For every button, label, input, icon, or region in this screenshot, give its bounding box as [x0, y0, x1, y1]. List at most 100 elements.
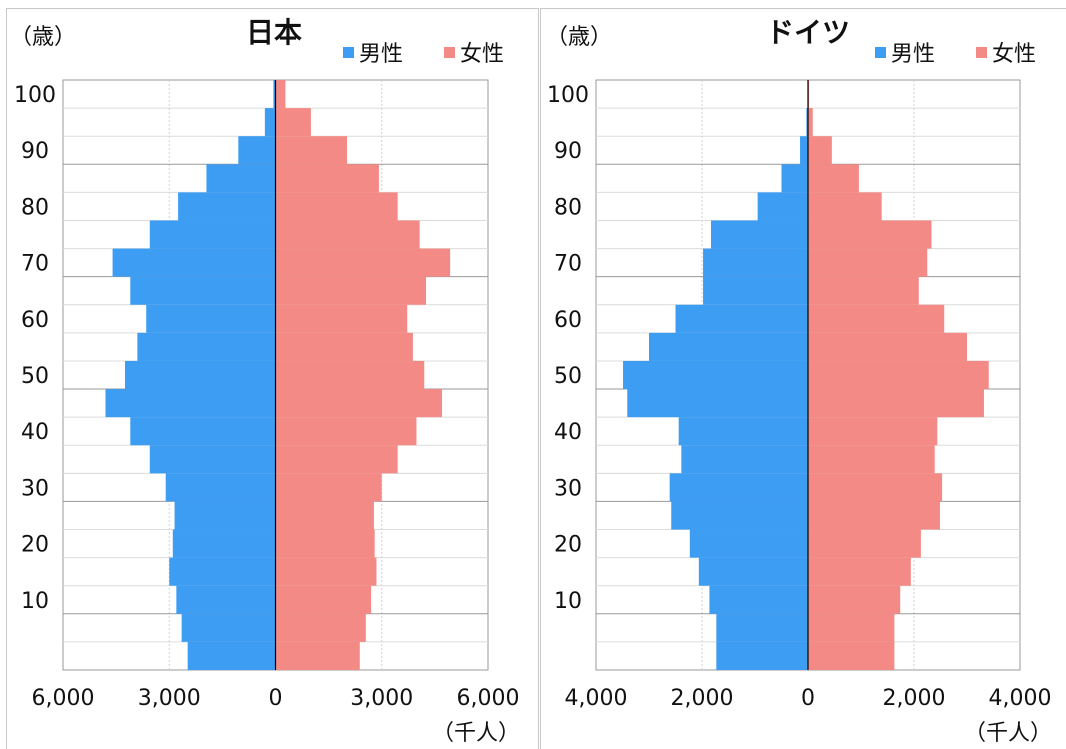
japan-panel-frame [6, 8, 539, 749]
japan-age-tick-label: 80 [21, 195, 49, 220]
germany-x-unit-label: （千人） [964, 721, 1052, 746]
japan-male-bar-80-84 [178, 192, 276, 221]
germany-female-bar-60-64 [808, 304, 945, 333]
japan-female-bar-65-69 [275, 276, 427, 305]
japan-age-tick-label: 40 [21, 420, 49, 445]
germany-age-tick-label: 20 [554, 533, 582, 558]
germany-age-tick-label: 100 [547, 83, 589, 108]
japan-age-tick-label: 70 [21, 252, 49, 277]
germany-pyramid-plot: 10 20 30 40 50 60 70 80 90 100 4,000 2,000 0 2,000 4,0… [547, 79, 1051, 711]
germany-female-bar-55-59 [808, 332, 967, 361]
japan-female-bar-50-54 [275, 360, 425, 390]
japan-legend-female-label: 女性 [460, 42, 504, 67]
japan-age-tick-label: 30 [21, 476, 49, 501]
germany-male-bar-60-64 [675, 304, 808, 333]
germany-legend-female-swatch [976, 47, 987, 58]
germany-female-bar-40-44 [808, 417, 938, 446]
germany-male-bar-40-44 [678, 417, 808, 446]
germany-x-tick-label: 4,000 [565, 686, 628, 711]
germany-female-bar-0-4 [808, 641, 895, 670]
germany-male-bar-65-69 [703, 276, 808, 305]
japan-x-unit-label: （千人） [432, 721, 520, 746]
germany-male-bar-75-79 [711, 220, 808, 249]
japan-female-bar-90-94 [275, 136, 348, 165]
japan-female-bar-100+ [275, 80, 286, 109]
japan-male-bar-70-74 [112, 248, 276, 277]
japan-age-unit-label: （歳） [10, 25, 76, 50]
japan-age-tick-label: 100 [14, 83, 56, 108]
germany-male-bar-45-49 [627, 389, 808, 418]
japan-male-bar-55-59 [137, 332, 276, 361]
japan-male-bar-15-19 [169, 557, 276, 586]
germany-age-tick-label: 40 [554, 420, 582, 445]
japan-x-tick-label: 0 [269, 686, 283, 711]
germany-age-tick-label: 10 [554, 589, 582, 614]
germany-age-tick-label: 60 [554, 308, 582, 333]
japan-female-bar-85-89 [275, 164, 379, 193]
germany-male-bar-30-34 [669, 473, 808, 502]
japan-female-bar-55-59 [275, 332, 413, 361]
germany-male-bar-10-14 [709, 585, 808, 614]
germany-female-bar-15-19 [808, 557, 911, 586]
japan-female-bar-70-74 [275, 248, 451, 277]
germany-legend-male-label: 男性 [891, 42, 935, 67]
japan-female-bar-25-29 [275, 501, 374, 530]
germany-panel-frame [540, 8, 1066, 749]
japan-male-bar-95-99 [264, 108, 276, 137]
germany-female-bar-65-69 [808, 276, 919, 305]
japan-female-bar-10-14 [275, 585, 372, 614]
germany-male-bar-55-59 [649, 332, 808, 361]
germany-legend-female-label: 女性 [992, 42, 1036, 67]
germany-female-bar-45-49 [808, 389, 984, 418]
germany-female-bar-75-79 [808, 220, 932, 249]
germany-age-tick-label: 30 [554, 476, 582, 501]
germany-female-bar-20-24 [808, 529, 921, 558]
germany-female-bar-35-39 [808, 445, 935, 474]
germany-x-tick-label: 2,000 [883, 686, 946, 711]
japan-female-bar-5-9 [275, 613, 366, 642]
japan-female-bar-0-4 [275, 641, 360, 670]
germany-age-tick-label: 70 [554, 252, 582, 277]
japan-male-bar-65-69 [130, 276, 276, 305]
japan-chart-title: 日本 [246, 16, 302, 49]
japan-female-bar-45-49 [275, 389, 442, 418]
germany-male-bar-70-74 [703, 248, 808, 277]
germany-male-bar-35-39 [681, 445, 808, 474]
germany-female-bar-10-14 [808, 585, 901, 614]
germany-x-tick-label: 0 [801, 686, 815, 711]
japan-male-bar-50-54 [124, 360, 276, 390]
germany-x-tick-label: 2,000 [671, 686, 734, 711]
germany-male-bar-5-9 [716, 613, 808, 642]
japan-male-bar-40-44 [130, 417, 276, 446]
japan-male-bar-85-89 [206, 164, 276, 193]
germany-male-bar-85-89 [781, 164, 808, 193]
japan-age-tick-label: 10 [21, 589, 49, 614]
germany-male-bar-50-54 [623, 360, 808, 390]
japan-x-tick-label: 3,000 [350, 686, 413, 711]
japan-male-bar-35-39 [149, 445, 276, 474]
japan-legend-female-swatch [444, 47, 455, 58]
japan-age-tick-label: 20 [21, 533, 49, 558]
japan-male-bar-45-49 [105, 389, 276, 418]
germany-female-bar-80-84 [808, 192, 882, 221]
germany-female-bar-25-29 [808, 501, 940, 530]
germany-male-bar-0-4 [716, 641, 808, 670]
japan-female-bar-80-84 [275, 192, 398, 221]
japan-age-tick-label: 60 [21, 308, 49, 333]
japan-pyramid-plot: 10 20 30 40 50 60 70 80 90 100 6,000 3,000 0 3,000 6,0… [14, 79, 520, 711]
japan-male-bar-10-14 [176, 585, 276, 614]
germany-age-unit-label: （歳） [546, 25, 612, 50]
japan-male-bar-30-34 [165, 473, 276, 502]
germany-male-bar-80-84 [757, 192, 808, 221]
japan-female-bar-95-99 [275, 108, 311, 137]
japan-female-bar-35-39 [275, 445, 398, 474]
japan-male-bar-5-9 [181, 613, 276, 642]
japan-x-tick-label: 6,000 [457, 686, 520, 711]
germany-age-tick-label: 80 [554, 195, 582, 220]
japan-male-bar-60-64 [146, 304, 276, 333]
germany-male-bar-95-99 [806, 108, 808, 137]
germany-age-tick-label: 50 [554, 364, 582, 389]
japan-male-bar-100+ [273, 80, 276, 109]
germany-male-bar-25-29 [671, 501, 808, 530]
